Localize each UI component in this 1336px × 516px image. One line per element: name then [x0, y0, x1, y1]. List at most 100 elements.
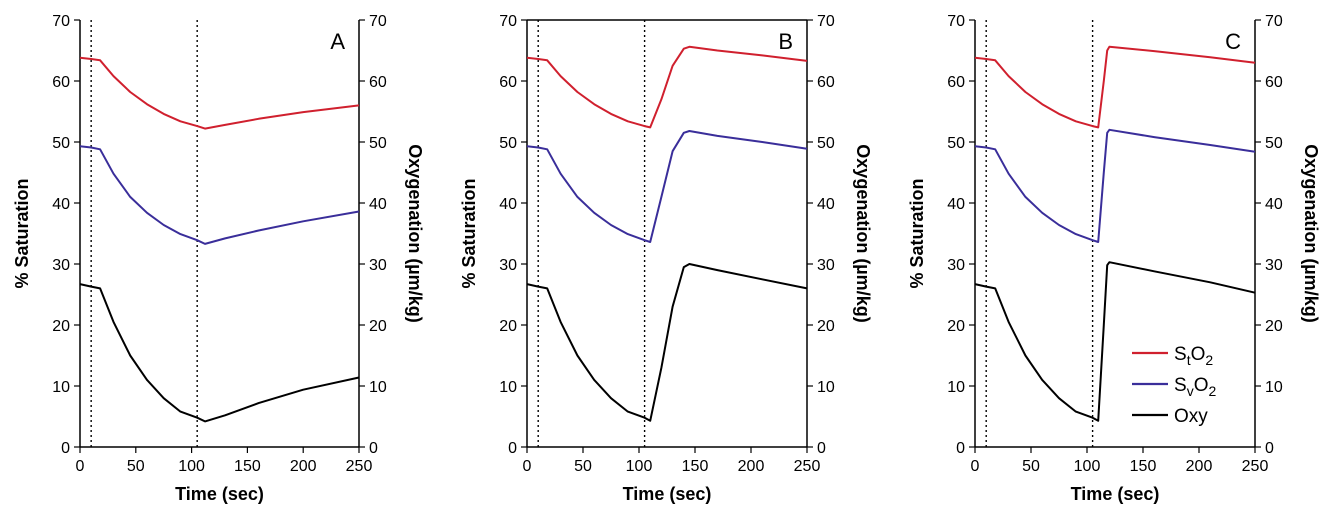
- legend-label-oxy: Oxy: [1174, 406, 1208, 427]
- legend-text-part: S: [1174, 375, 1187, 396]
- right-y-tick-label: 0: [1265, 440, 1274, 457]
- x-tick-label: 250: [1242, 458, 1269, 475]
- x-tick-label: 250: [346, 458, 373, 475]
- right-y-tick-label: 50: [817, 135, 835, 152]
- right-y-tick-label: 30: [817, 257, 835, 274]
- left-y-tick-label: 40: [947, 196, 965, 213]
- right-y-tick-label: 60: [1265, 74, 1283, 91]
- right-y-axis-title: Oxygenation (µm/kg): [1301, 144, 1321, 322]
- left-y-tick-label: 30: [52, 257, 70, 274]
- left-y-tick-label: 20: [499, 318, 517, 335]
- left-y-tick-label: 20: [947, 318, 965, 335]
- x-tick-label: 0: [523, 458, 532, 475]
- series-line-oxy: [974, 261, 1256, 422]
- left-y-tick-label: 70: [52, 13, 70, 30]
- x-axis-title: Time (sec): [1071, 484, 1160, 504]
- left-y-tick-label: 20: [52, 318, 70, 335]
- left-y-tick-label: 60: [52, 74, 70, 91]
- legend-text-part: O: [1191, 344, 1206, 365]
- left-y-tick-label: 70: [499, 13, 517, 30]
- x-tick-label: 200: [290, 458, 317, 475]
- left-y-tick-label: 50: [947, 135, 965, 152]
- right-y-axis-title: Oxygenation (µm/kg): [853, 144, 873, 322]
- x-tick-label: 50: [127, 458, 145, 475]
- x-tick-label: 250: [794, 458, 821, 475]
- legend-label-svo2: SvO2: [1174, 375, 1216, 399]
- x-tick-label: 150: [682, 458, 709, 475]
- right-y-tick-label: 40: [817, 196, 835, 213]
- right-y-tick-label: 0: [817, 440, 826, 457]
- series-line-svo2: [526, 130, 808, 243]
- x-tick-label: 0: [971, 458, 980, 475]
- left-y-tick-label: 50: [52, 135, 70, 152]
- x-axis-title: Time (sec): [623, 484, 712, 504]
- right-y-tick-label: 10: [1265, 379, 1283, 396]
- legend-text-part: S: [1174, 344, 1187, 365]
- right-y-tick-label: 30: [1265, 257, 1283, 274]
- right-y-tick-label: 70: [1265, 13, 1283, 30]
- series-line-svo2: [79, 145, 360, 245]
- x-tick-label: 100: [626, 458, 653, 475]
- legend-subscript: t: [1187, 352, 1191, 368]
- right-y-tick-label: 20: [817, 318, 835, 335]
- left-y-axis-title: % Saturation: [907, 178, 927, 288]
- right-y-tick-label: 20: [369, 318, 387, 335]
- right-y-tick-label: 60: [817, 74, 835, 91]
- x-tick-label: 200: [738, 458, 765, 475]
- legend-subscript: 2: [1205, 352, 1213, 368]
- right-y-tick-label: 20: [1265, 318, 1283, 335]
- legend-text-part: O: [1194, 375, 1209, 396]
- x-tick-label: 50: [1022, 458, 1040, 475]
- x-tick-label: 50: [574, 458, 592, 475]
- right-y-tick-label: 50: [369, 135, 387, 152]
- left-y-tick-label: 30: [499, 257, 517, 274]
- left-y-tick-label: 40: [52, 196, 70, 213]
- left-y-tick-label: 0: [508, 440, 517, 457]
- series-line-sto2: [79, 56, 360, 130]
- left-y-tick-label: 30: [947, 257, 965, 274]
- left-y-tick-label: 50: [499, 135, 517, 152]
- legend-subscript: v: [1187, 383, 1194, 399]
- right-y-tick-label: 40: [369, 196, 387, 213]
- series-line-sto2: [526, 45, 808, 129]
- left-y-tick-label: 0: [61, 440, 70, 457]
- right-y-tick-label: 0: [369, 440, 378, 457]
- series-line-sto2: [974, 45, 1256, 129]
- left-y-tick-label: 60: [947, 74, 965, 91]
- panel-label: B: [778, 29, 793, 54]
- right-y-axis-title: Oxygenation (µm/kg): [405, 144, 425, 322]
- x-tick-label: 0: [76, 458, 85, 475]
- x-tick-label: 150: [234, 458, 261, 475]
- panel-label: A: [330, 29, 345, 54]
- x-tick-label: 100: [178, 458, 205, 475]
- left-y-tick-label: 10: [947, 379, 965, 396]
- right-y-tick-label: 70: [817, 13, 835, 30]
- x-axis-title: Time (sec): [175, 484, 264, 504]
- left-y-tick-label: 60: [499, 74, 517, 91]
- series-line-oxy: [526, 263, 808, 422]
- right-y-tick-label: 40: [1265, 196, 1283, 213]
- left-y-tick-label: 0: [956, 440, 965, 457]
- legend-subscript: 2: [1208, 383, 1216, 399]
- left-y-axis-title: % Saturation: [12, 178, 32, 288]
- legend-label-sto2: StO2: [1174, 344, 1213, 368]
- right-y-tick-label: 70: [369, 13, 387, 30]
- series-line-svo2: [974, 128, 1256, 243]
- right-y-tick-label: 10: [369, 379, 387, 396]
- x-tick-label: 200: [1186, 458, 1213, 475]
- right-y-tick-label: 60: [369, 74, 387, 91]
- left-y-tick-label: 70: [947, 13, 965, 30]
- x-tick-label: 100: [1074, 458, 1101, 475]
- series-line-oxy: [79, 283, 360, 423]
- left-y-tick-label: 40: [499, 196, 517, 213]
- right-y-tick-label: 30: [369, 257, 387, 274]
- left-y-tick-label: 10: [52, 379, 70, 396]
- left-y-axis-title: % Saturation: [459, 178, 479, 288]
- right-y-tick-label: 10: [817, 379, 835, 396]
- right-y-tick-label: 50: [1265, 135, 1283, 152]
